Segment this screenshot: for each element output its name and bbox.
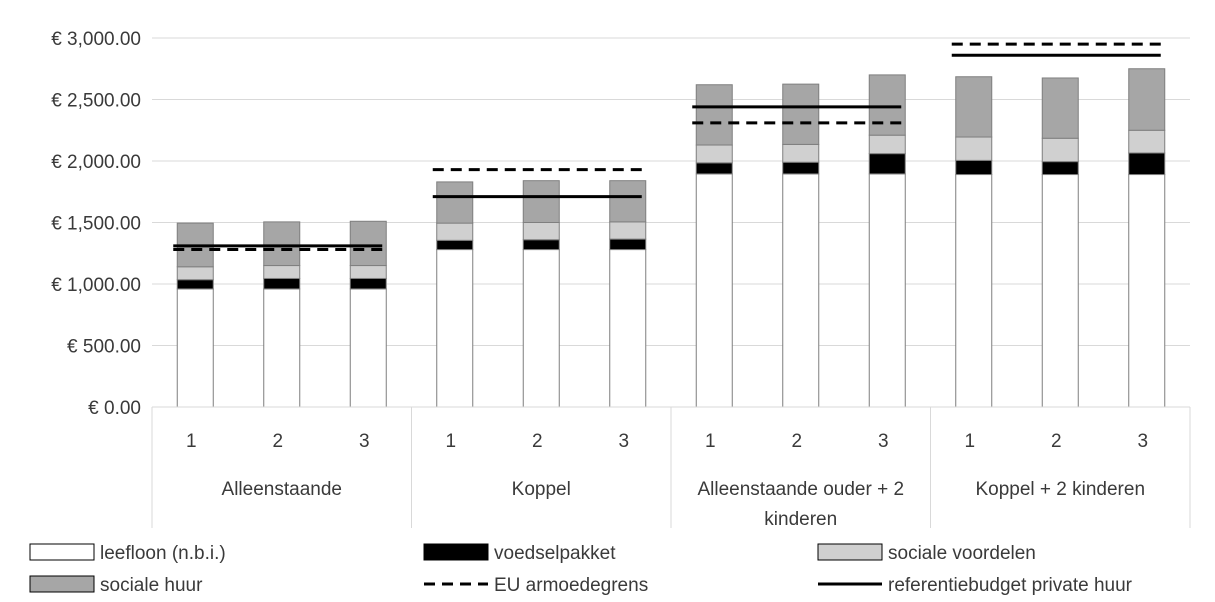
y-tick-label: € 3,000.00 bbox=[51, 29, 141, 50]
bar-segment-voedselpakket bbox=[263, 277, 301, 290]
bar-segment-sociale-voordelen bbox=[695, 144, 733, 164]
bar-segment-voedselpakket bbox=[1041, 161, 1079, 176]
group-label: Koppel + 2 kinderen bbox=[975, 479, 1145, 500]
group-label: Koppel bbox=[512, 479, 571, 500]
bar-segment-voedselpakket bbox=[955, 159, 993, 176]
bar-segment-sociale-huur bbox=[263, 221, 301, 267]
bar-segment-voedselpakket bbox=[609, 238, 647, 251]
bar-segment-sociale-huur bbox=[609, 180, 647, 223]
bar-segment-voedselpakket bbox=[522, 239, 560, 251]
legend-swatch-sociale-voordelen bbox=[817, 543, 883, 561]
bar-segment-leefloon-n-b-i- bbox=[522, 249, 560, 408]
bar-segment-sociale-voordelen bbox=[522, 222, 560, 241]
bar-segment-sociale-huur bbox=[436, 181, 474, 224]
x-tick-label: 3 bbox=[878, 431, 889, 452]
bar-segment-sociale-voordelen bbox=[263, 265, 301, 279]
legend-label-sociale-voordelen: sociale voordelen bbox=[888, 543, 1036, 564]
bar-segment-voedselpakket bbox=[782, 161, 820, 175]
bar-segment-sociale-huur bbox=[695, 84, 733, 146]
bar-segment-sociale-huur bbox=[868, 74, 906, 136]
x-tick-label: 1 bbox=[445, 431, 456, 452]
y-tick-label: € 500.00 bbox=[67, 337, 141, 358]
legend: leefloon (n.b.i.) voedselpakket sociale vo… bbox=[29, 543, 1133, 596]
bar-segment-voedselpakket bbox=[868, 153, 906, 175]
bar-segment-sociale-voordelen bbox=[176, 266, 214, 281]
bar-segment-leefloon-n-b-i- bbox=[436, 249, 474, 408]
legend-label-eu-armoedegrens: EU armoedegrens bbox=[494, 575, 648, 596]
bar-segment-sociale-huur bbox=[955, 76, 993, 138]
bar-segment-voedselpakket bbox=[695, 162, 733, 175]
bar-segment-voedselpakket bbox=[436, 239, 474, 251]
bar-segment-sociale-huur bbox=[349, 220, 387, 267]
bar-segment-leefloon-n-b-i- bbox=[263, 288, 301, 408]
legend-label-leefloon-n-b-i: leefloon (n.b.i.) bbox=[100, 543, 226, 564]
x-tick-label: 2 bbox=[1051, 431, 1062, 452]
bar-segment-sociale-voordelen bbox=[609, 221, 647, 240]
bar-segment-voedselpakket bbox=[1128, 152, 1166, 176]
bar-segment-sociale-voordelen bbox=[868, 134, 906, 155]
legend-label-sociale-huur: sociale huur bbox=[100, 575, 203, 596]
bar-segment-sociale-huur bbox=[782, 83, 820, 145]
x-tick-label: 3 bbox=[359, 431, 370, 452]
bar-segment-leefloon-n-b-i- bbox=[695, 173, 733, 408]
x-tick-label: 1 bbox=[964, 431, 975, 452]
bar-segment-sociale-voordelen bbox=[1128, 129, 1166, 154]
reference-lines bbox=[173, 42, 1161, 252]
x-tick-label: 2 bbox=[532, 431, 543, 452]
x-tick-label: 1 bbox=[705, 431, 716, 452]
bar-segment-sociale-voordelen bbox=[436, 222, 474, 241]
bar-segment-leefloon-n-b-i- bbox=[176, 288, 214, 408]
bar-segment-leefloon-n-b-i- bbox=[955, 174, 993, 408]
y-tick-label: € 0.00 bbox=[88, 398, 141, 419]
bar-segment-leefloon-n-b-i- bbox=[782, 173, 820, 408]
legend-label-referentiebudget-private-huur: referentiebudget private huur bbox=[888, 575, 1133, 596]
bar-segment-voedselpakket bbox=[176, 279, 214, 290]
legend-label-voedselpakket: voedselpakket bbox=[494, 543, 616, 564]
y-tick-label: € 2,500.00 bbox=[51, 91, 141, 112]
gridlines bbox=[152, 37, 1190, 408]
y-axis: € 0.00 € 500.00 € 1,000.00 € 1,500.00 € 2,00… bbox=[51, 29, 141, 419]
bar-segment-sociale-huur bbox=[1128, 68, 1166, 131]
legend-swatch-sociale-huur bbox=[29, 575, 95, 593]
bar-segment-leefloon-n-b-i- bbox=[609, 249, 647, 408]
bar-segment-leefloon-n-b-i- bbox=[868, 173, 906, 408]
bar-segment-sociale-voordelen bbox=[782, 143, 820, 163]
x-tick-label: 2 bbox=[272, 431, 283, 452]
x-tick-label: 1 bbox=[186, 431, 197, 452]
x-axis: 1 2 3 Alleenstaande 1 2 3 Koppel 1 2 3 Alleenstaand… bbox=[151, 406, 1191, 530]
y-tick-label: € 2,000.00 bbox=[51, 152, 141, 173]
x-tick-label: 2 bbox=[791, 431, 802, 452]
bar-segment-sociale-voordelen bbox=[955, 136, 993, 161]
bar-segment-leefloon-n-b-i- bbox=[1041, 174, 1079, 408]
bar-segment-sociale-voordelen bbox=[1041, 137, 1079, 163]
bar-segment-leefloon-n-b-i- bbox=[349, 288, 387, 408]
bar-segment-sociale-huur bbox=[1041, 77, 1079, 139]
legend-swatch-leefloon-n-b-i bbox=[29, 543, 95, 561]
bar-segment-voedselpakket bbox=[349, 277, 387, 290]
group-label: Alleenstaande bbox=[222, 479, 342, 500]
x-tick-label: 3 bbox=[618, 431, 629, 452]
bar-segment-sociale-voordelen bbox=[349, 265, 387, 279]
bar-segment-leefloon-n-b-i- bbox=[1128, 174, 1166, 408]
x-tick-label: 3 bbox=[1137, 431, 1148, 452]
legend-swatch-voedselpakket bbox=[423, 543, 489, 561]
y-tick-label: € 1,000.00 bbox=[51, 275, 141, 296]
bars bbox=[176, 68, 1166, 408]
group-label: Alleenstaande ouder + 2 kinderen bbox=[697, 479, 904, 530]
y-tick-label: € 1,500.00 bbox=[51, 214, 141, 235]
bar-segment-sociale-huur bbox=[522, 180, 560, 223]
